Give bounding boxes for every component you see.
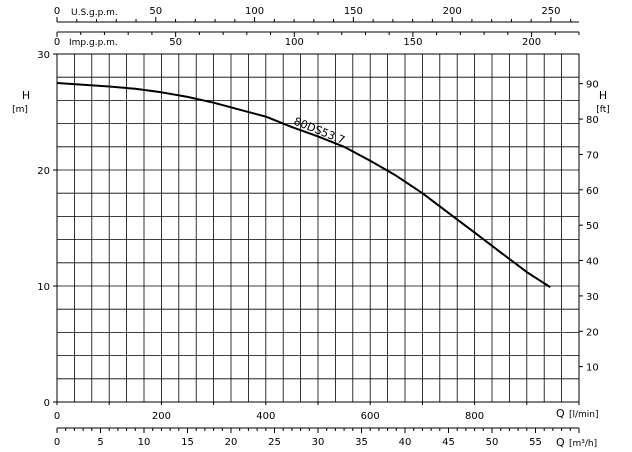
bottom-axis-tick-label: 600: [361, 411, 380, 422]
left-axis-tick-label: 10: [37, 282, 50, 293]
top-axis-us-tick-label: 200: [443, 6, 462, 17]
bottom-axis-2-tick-label: 35: [355, 437, 368, 448]
right-axis-label: H: [599, 89, 607, 102]
right-axis-tick-label: 80: [586, 115, 599, 126]
top-axis-imp-tick-label: 150: [403, 37, 422, 48]
bottom-axis-2-label: Q: [556, 436, 565, 449]
bottom-axis-2-tick-label: 20: [225, 437, 238, 448]
left-axis-tick-label: 0: [44, 398, 50, 409]
chart-grid: [57, 54, 579, 402]
top-axis-us-tick-label: 0: [54, 6, 60, 17]
top-axis-us-tick-label: 100: [245, 6, 264, 17]
right-axis-tick-label: 30: [586, 292, 599, 303]
bottom-axis-tick-label: 200: [152, 411, 171, 422]
top-axis-us-tick-label: 150: [344, 6, 363, 17]
top-axis-us-tick-label: 50: [149, 6, 162, 17]
top-axis-imp-tick-label: 0: [54, 37, 60, 48]
bottom-axis-2-tick-label: 15: [181, 437, 194, 448]
top-axis-imp-label: Imp.g.p.m.: [69, 38, 118, 48]
bottom-axis-2-unit: [m³/h]: [569, 439, 597, 449]
right-axis-tick-label: 20: [586, 327, 599, 338]
bottom-axis-2-tick-label: 10: [138, 437, 151, 448]
bottom-axis-tick-label: 800: [465, 411, 484, 422]
bottom-axis-2-tick-label: 40: [399, 437, 412, 448]
right-axis-tick-label: 10: [586, 363, 599, 374]
bottom-axis-tick-label: 0: [54, 411, 60, 422]
bottom-axis-tick-label: 400: [256, 411, 275, 422]
left-axis-unit: [m]: [12, 105, 28, 115]
series-line-0: [56, 82, 551, 289]
top-axis-imp-tick-label: 200: [522, 37, 541, 48]
bottom-axis-2-tick-label: 45: [442, 437, 455, 448]
bottom-axis-label: Q: [556, 407, 565, 420]
left-axis-label: H: [22, 89, 30, 102]
right-axis-tick-label: 70: [586, 150, 599, 161]
bottom-axis-2-tick-label: 0: [54, 437, 60, 448]
bottom-axis-2-tick-label: 55: [529, 437, 542, 448]
left-axis-tick-label: 30: [37, 50, 50, 61]
bottom-axis-2-tick-label: 30: [312, 437, 325, 448]
right-axis-tick-label: 50: [586, 221, 599, 232]
left-axis-tick-label: 20: [37, 166, 50, 177]
top-axis-imp-tick-label: 100: [285, 37, 304, 48]
right-axis-tick-label: 90: [586, 80, 599, 91]
bottom-axis-unit: [l/min]: [569, 410, 599, 420]
top-axis-imp-tick-label: 50: [169, 37, 182, 48]
top-axis-us-label: U.S.g.p.m.: [71, 8, 118, 18]
bottom-axis-2-tick-label: 5: [97, 437, 103, 448]
top-axis-us-tick-label: 250: [541, 6, 560, 17]
right-axis-tick-label: 60: [586, 186, 599, 197]
right-axis-tick-label: 40: [586, 257, 599, 268]
right-axis-unit: [ft]: [596, 105, 610, 115]
bottom-axis-2-tick-label: 25: [268, 437, 281, 448]
bottom-axis-2-tick-label: 50: [486, 437, 499, 448]
